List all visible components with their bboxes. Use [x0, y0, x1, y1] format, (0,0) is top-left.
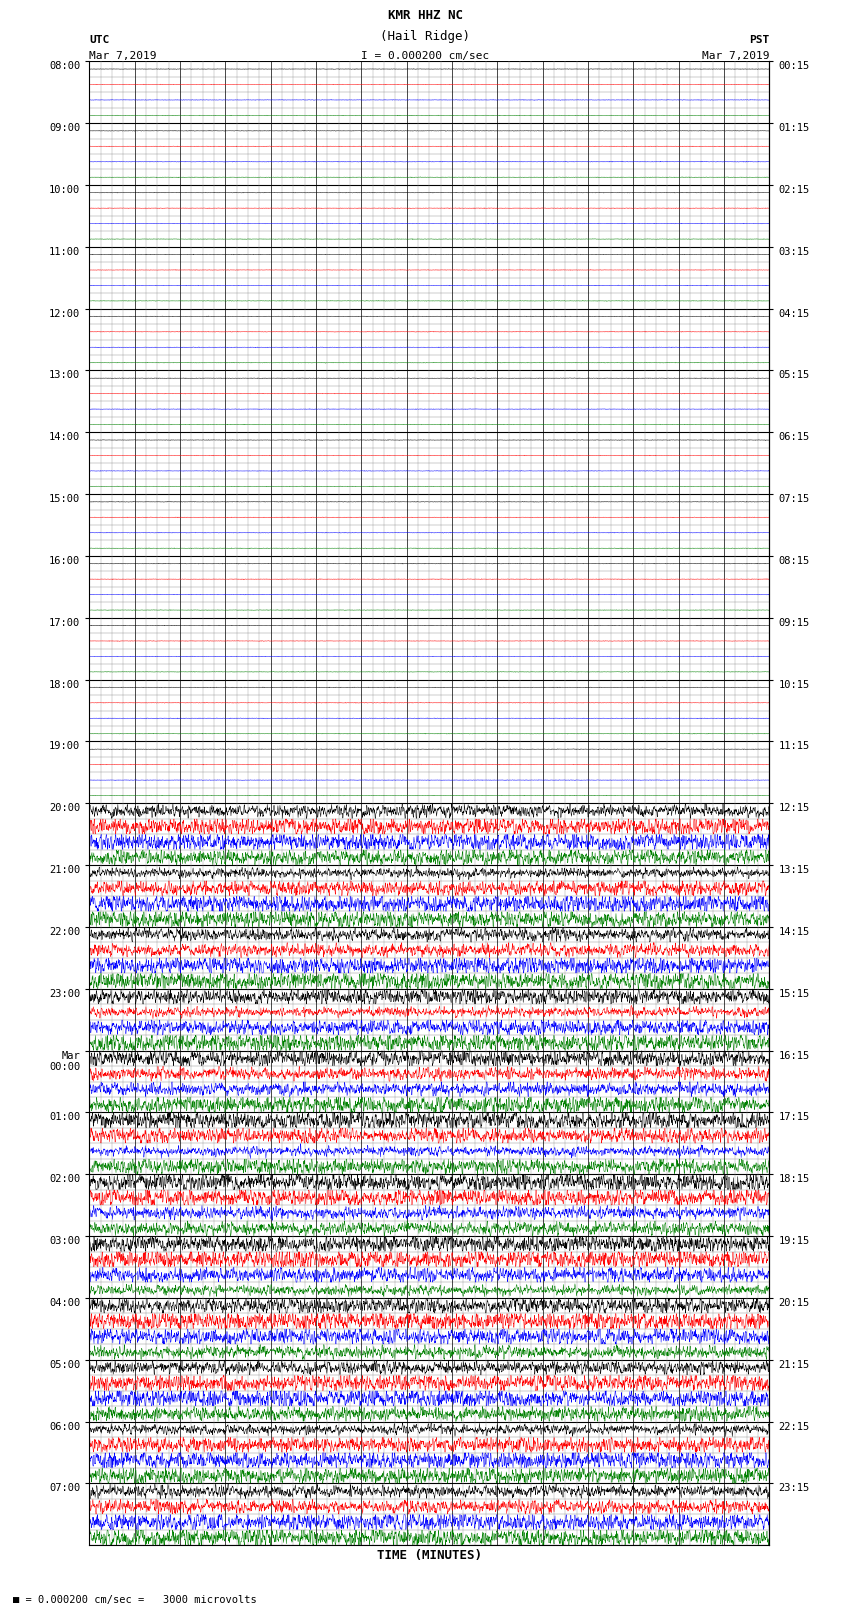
X-axis label: TIME (MINUTES): TIME (MINUTES): [377, 1550, 482, 1563]
Text: I = 0.000200 cm/sec: I = 0.000200 cm/sec: [361, 52, 489, 61]
Text: UTC: UTC: [89, 35, 110, 45]
Text: KMR HHZ NC: KMR HHZ NC: [388, 10, 462, 23]
Text: PST: PST: [749, 35, 769, 45]
Text: Mar 7,2019: Mar 7,2019: [89, 52, 156, 61]
Text: Mar 7,2019: Mar 7,2019: [702, 52, 769, 61]
Text: ■ = 0.000200 cm/sec =   3000 microvolts: ■ = 0.000200 cm/sec = 3000 microvolts: [13, 1595, 257, 1605]
Text: (Hail Ridge): (Hail Ridge): [380, 31, 470, 44]
